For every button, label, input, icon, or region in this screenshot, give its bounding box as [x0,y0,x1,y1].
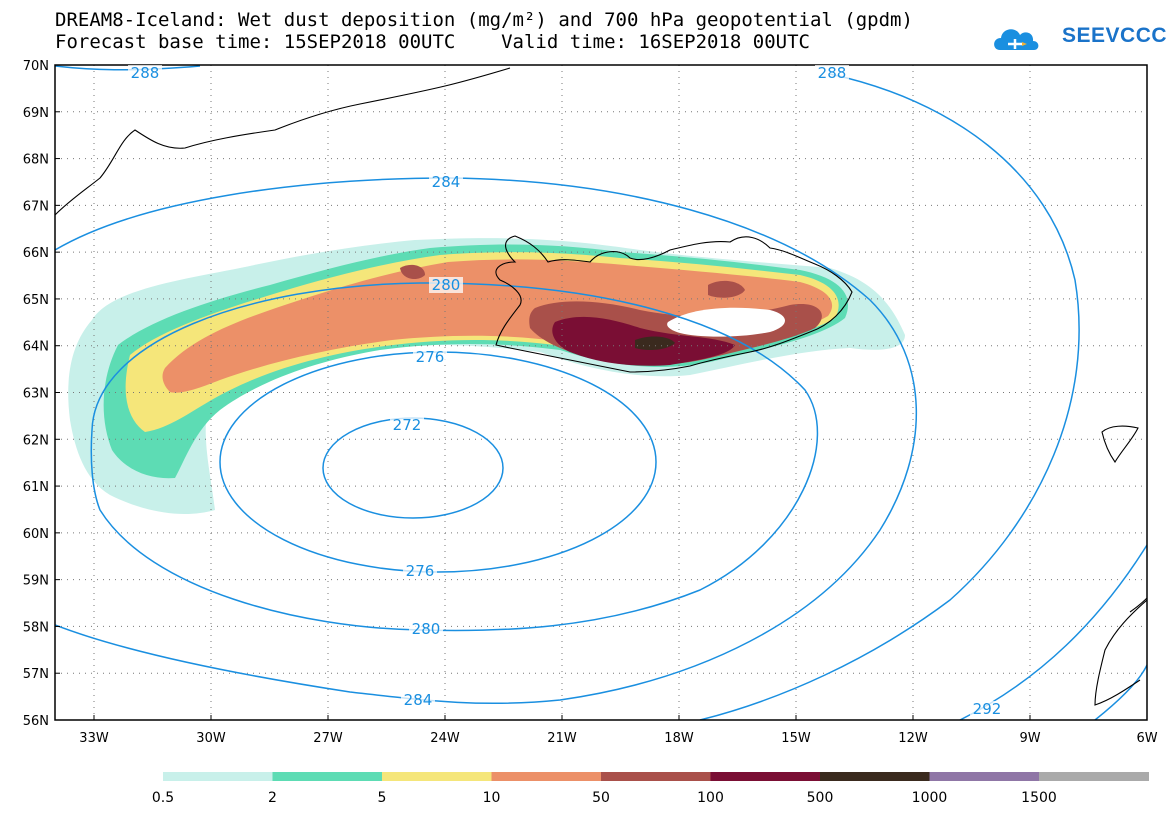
legend-label: 0.5 [152,790,174,806]
contour-284 [55,177,918,705]
contour-296 [1094,664,1147,720]
contour-labels: 288 288 284 280 276 272 276 280 284 292 [128,64,1004,718]
contour-label-bg [390,417,424,433]
legend-label: 10 [483,790,501,806]
legend-label: 50 [592,790,610,806]
contour-label-288: 288 [818,64,847,82]
contour-label-284: 284 [432,173,461,191]
legend-label: 100 [697,790,724,806]
graticule [55,65,1147,720]
chart-subtitle-times: Forecast base time: 15SEP2018 00UTC Vali… [55,31,810,53]
lon-tick-label: 12W [898,731,928,746]
lat-tick-label: 62N [23,433,49,448]
contour-label-288: 288 [131,64,160,82]
dust-deposition-field [68,238,906,515]
deposition-band-500 [635,336,675,351]
contour-276 [219,351,657,573]
lat-tick-label: 70N [23,59,49,74]
legend-swatch [601,772,711,781]
lon-tick-label: 15W [781,731,811,746]
legend-swatch [491,772,602,781]
faroe-islands [1101,425,1139,464]
contour-label-bg [429,277,463,293]
contour-label-276: 276 [406,562,435,580]
logo-text: SEEVCCC [1062,24,1168,47]
lon-tick-label: 21W [547,731,577,746]
greenland-coast [55,67,511,216]
contour-label-bg [409,621,443,637]
contour-label-bg [970,701,1004,717]
contour-label-280: 280 [412,620,441,638]
legend-swatch [820,772,930,781]
legend-label: 500 [807,790,834,806]
legend-label: 2 [268,790,277,806]
lat-tick-label: 60N [23,527,49,542]
color-legend: 0.5 2 5 10 50 100 500 1000 1500 [152,772,1149,806]
lat-tick-label: 65N [23,293,49,308]
lon-tick-label: 18W [664,731,694,746]
iceland-coast [495,235,853,373]
lon-tick-label: 27W [313,731,343,746]
contour-label-276: 276 [416,348,445,366]
deposition-gap [667,307,785,337]
cloud-logo-icon [994,29,1039,50]
lon-tick-label: 30W [196,731,226,746]
contour-label-bg [413,349,447,365]
geopotential-contours [55,65,1147,720]
latitude-axis: 70N 69N 68N 67N 66N 65N 64N 63N 62N 61N 60N 59N 58N 5… [23,59,60,729]
legend-label: 1000 [912,790,948,806]
legend-swatch [710,772,821,781]
contour-label-bg [403,563,437,579]
lon-tick-label: 33W [79,731,109,746]
contour-label-bg [128,65,162,81]
lon-tick-label: 24W [430,731,460,746]
lat-tick-label: 58N [23,620,49,635]
lat-tick-label: 67N [23,199,49,214]
contour-288 [55,65,1080,720]
deposition-band-10 [162,259,833,393]
lat-tick-label: 66N [23,246,49,261]
scotland-coast [1094,597,1147,706]
deposition-band-50 [400,264,425,280]
contour-280 [90,282,819,632]
lat-tick-label: 56N [23,714,49,729]
contour-label-292: 292 [973,700,1002,718]
legend-swatch [382,772,492,781]
longitude-axis: 33W 30W 27W 24W 21W 18W 15W 12W 9W 6W [79,715,1158,746]
lat-tick-label: 68N [23,153,49,168]
contour-label-bg [429,174,463,190]
chart-title: DREAM8-Iceland: Wet dust deposition (mg/… [55,9,913,31]
lat-tick-label: 61N [23,480,49,495]
lat-tick-label: 59N [23,574,49,589]
legend-swatch [272,772,383,781]
contour-label-bg [815,65,849,81]
lat-tick-label: 69N [23,106,49,121]
legend-swatch [929,772,1040,781]
contour-label-272: 272 [393,416,422,434]
legend-label: 1500 [1021,790,1057,806]
contour-label-280: 280 [432,276,461,294]
lon-tick-label: 6W [1136,731,1157,746]
deposition-band-50 [708,280,745,298]
contour-label-284: 284 [404,691,433,709]
lat-tick-label: 57N [23,667,49,682]
legend-label: 5 [378,790,387,806]
contour-label-bg [401,692,435,708]
lat-tick-label: 64N [23,340,49,355]
lon-tick-label: 9W [1019,731,1040,746]
lat-tick-label: 63N [23,387,49,402]
legend-swatch [1039,772,1149,781]
legend-swatch [163,772,273,781]
